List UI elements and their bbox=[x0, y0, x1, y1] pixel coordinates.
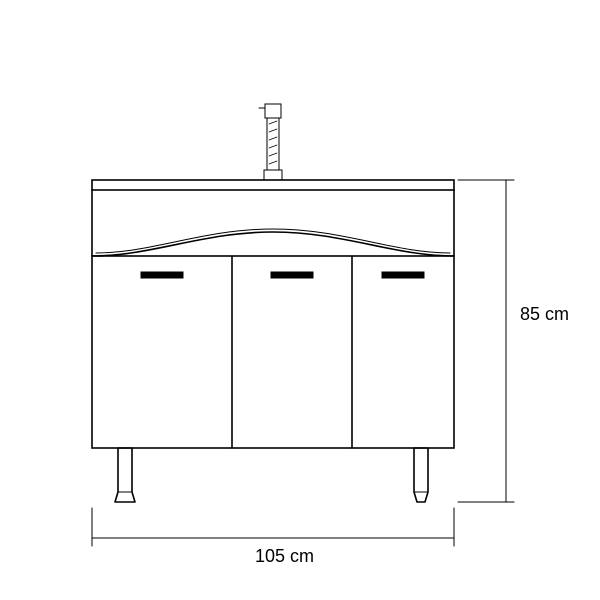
width-dimension-label: 105 cm bbox=[255, 546, 314, 566]
vanity-diagram: 105 cm 85 cm bbox=[0, 0, 600, 600]
height-dimension-label: 85 cm bbox=[520, 304, 569, 324]
